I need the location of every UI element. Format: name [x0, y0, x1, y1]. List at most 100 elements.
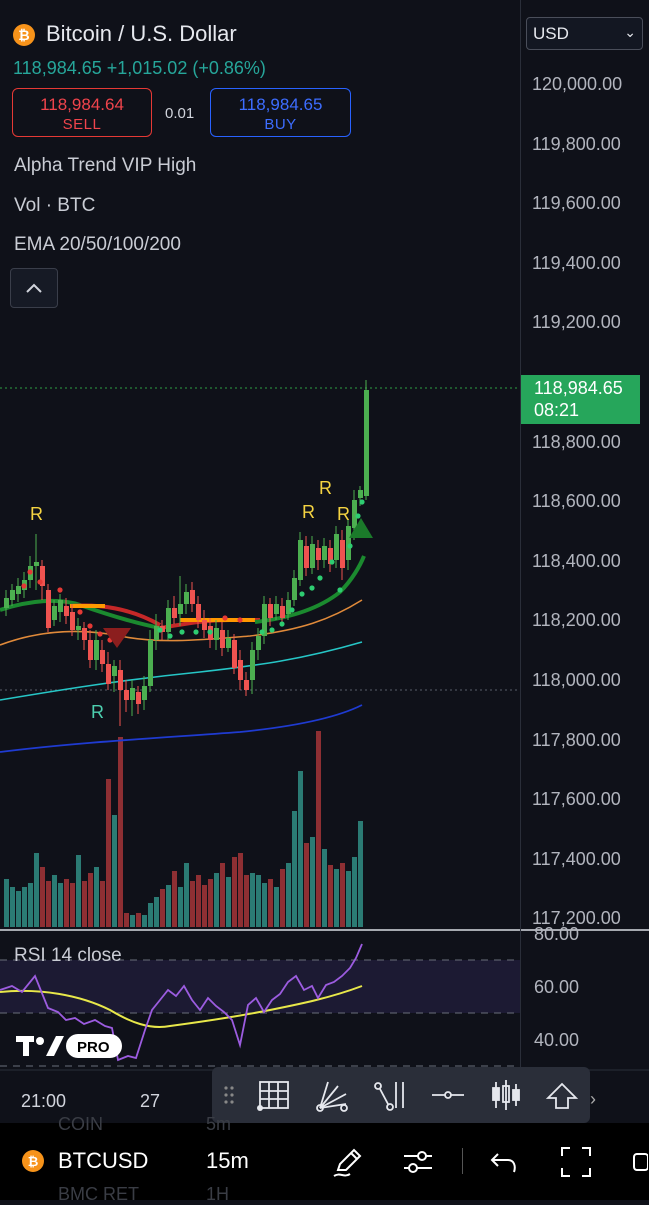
candle-body: [52, 606, 57, 620]
candle-body: [256, 636, 261, 650]
ema-200-line: [0, 704, 363, 753]
price-change-line: 118,984.65 +1,015.02 (+0.86%): [13, 58, 266, 78]
volume-bar: [298, 771, 303, 927]
price-tick: 117,400.00: [532, 849, 621, 869]
volume-bar: [46, 881, 51, 927]
bottom-toolbar: [0, 1123, 649, 1200]
candle-body: [244, 680, 249, 690]
candle-body: [148, 640, 153, 686]
chevron-up-icon: [26, 283, 42, 293]
volume-bar: [334, 869, 339, 927]
candle-body: [46, 590, 51, 628]
candle-body: [64, 606, 69, 616]
timeframe-picker[interactable]: 15m: [206, 1148, 249, 1173]
time-label: 27: [140, 1091, 161, 1111]
drawing-toolbar[interactable]: [212, 1067, 590, 1123]
candle-body: [130, 688, 135, 700]
indicator-ema[interactable]: EMA 20/50/100/200: [14, 234, 181, 255]
volume-bar: [22, 887, 27, 927]
candle-body: [34, 562, 39, 566]
candle-body: [100, 650, 105, 664]
horizontal-line-icon[interactable]: [428, 1077, 468, 1113]
bar-countdown: 08:21: [534, 400, 580, 420]
candle-body: [232, 640, 237, 668]
fullscreen-icon[interactable]: [558, 1144, 594, 1180]
indicator-alpha-trend[interactable]: Alpha Trend VIP High: [14, 155, 197, 176]
price-tick: 118,200.00: [532, 610, 621, 630]
spread-value: 0.01: [165, 105, 195, 122]
price-tick: 118,800.00: [532, 432, 621, 452]
trend-dot: [207, 629, 213, 635]
trend-dot: [279, 621, 285, 627]
candle-body: [292, 578, 297, 600]
more-icon[interactable]: [628, 1144, 648, 1180]
trend-dot: [359, 499, 365, 505]
ghost-symbol-above: COIN: [58, 1114, 103, 1134]
trend-dot: [87, 623, 93, 629]
candles-icon[interactable]: [486, 1077, 526, 1113]
ghost-timeframe-above: 5m: [206, 1114, 232, 1134]
candle-body: [178, 604, 183, 614]
trend-dot: [269, 627, 275, 633]
trend-dot: [259, 629, 265, 635]
candle-body: [328, 548, 333, 564]
trend-dot: [355, 513, 361, 519]
currency-select[interactable]: USD ⌄: [526, 17, 643, 50]
indicator-volume[interactable]: Vol · BTC: [14, 195, 96, 216]
drag-handle-icon[interactable]: [214, 1077, 244, 1113]
ema-lines: [0, 555, 366, 753]
buy-button[interactable]: 118,984.65 BUY: [210, 88, 351, 137]
chevron-right-icon[interactable]: ›: [590, 1089, 596, 1109]
symbol-title[interactable]: Bitcoin / U.S. Dollar: [46, 21, 237, 46]
symbol-picker[interactable]: BTCUSD: [58, 1148, 149, 1173]
volume-bar: [28, 883, 33, 927]
rsi-tick: 40.00: [534, 1030, 580, 1050]
volume-bar: [34, 853, 39, 927]
sell-price: 118,984.64: [40, 95, 124, 114]
volume-bar: [148, 903, 153, 927]
volume-bar: [166, 885, 171, 927]
grid-icon[interactable]: [254, 1077, 294, 1113]
arrow-up-icon[interactable]: [542, 1077, 582, 1113]
candle-body: [76, 626, 81, 630]
volume-bar: [88, 873, 93, 927]
settings-sliders-icon[interactable]: [400, 1144, 436, 1180]
last-price-tag: 118,984.65 08:21: [521, 375, 640, 424]
trend-dot: [289, 607, 295, 613]
price-tick: 119,600.00: [532, 193, 621, 213]
trend-dot: [167, 633, 173, 639]
toolbar-divider: [462, 1148, 463, 1174]
candle-body: [166, 608, 171, 632]
volume-bar: [256, 875, 261, 927]
candle-body: [112, 666, 117, 676]
volume-bar: [184, 863, 189, 927]
trend-dot: [179, 629, 185, 635]
rsi-label[interactable]: RSI 14 close: [14, 945, 122, 966]
collapse-indicators-button[interactable]: [10, 268, 58, 308]
volume-bar: [106, 779, 111, 927]
trend-dot: [309, 585, 315, 591]
fib-fan-icon[interactable]: [312, 1077, 352, 1113]
candle-body: [268, 604, 273, 618]
trend-dot: [57, 587, 63, 593]
candle-body: [316, 548, 321, 560]
volume-bar: [358, 821, 363, 927]
undo-icon[interactable]: [486, 1144, 522, 1180]
price-axis-border: [520, 0, 521, 1070]
candle-body: [106, 664, 111, 684]
candle-body: [118, 670, 123, 690]
volume-bar: [280, 869, 285, 927]
volume-bar: [316, 731, 321, 927]
buy-label: BUY: [264, 116, 297, 133]
signal-r-label: R: [302, 502, 315, 522]
pencil-icon[interactable]: [330, 1144, 366, 1180]
sell-button[interactable]: 118,984.64 SELL: [12, 88, 152, 137]
volume-bar: [352, 857, 357, 927]
volume-bar: [10, 887, 15, 927]
candle-body: [184, 592, 189, 604]
trend-dot: [21, 583, 27, 589]
bitcoin-icon: ₿: [13, 24, 35, 46]
candle-body: [196, 604, 201, 620]
trend-tool-icon[interactable]: [370, 1077, 410, 1113]
chart-canvas[interactable]: R R R R R: [0, 0, 649, 1123]
